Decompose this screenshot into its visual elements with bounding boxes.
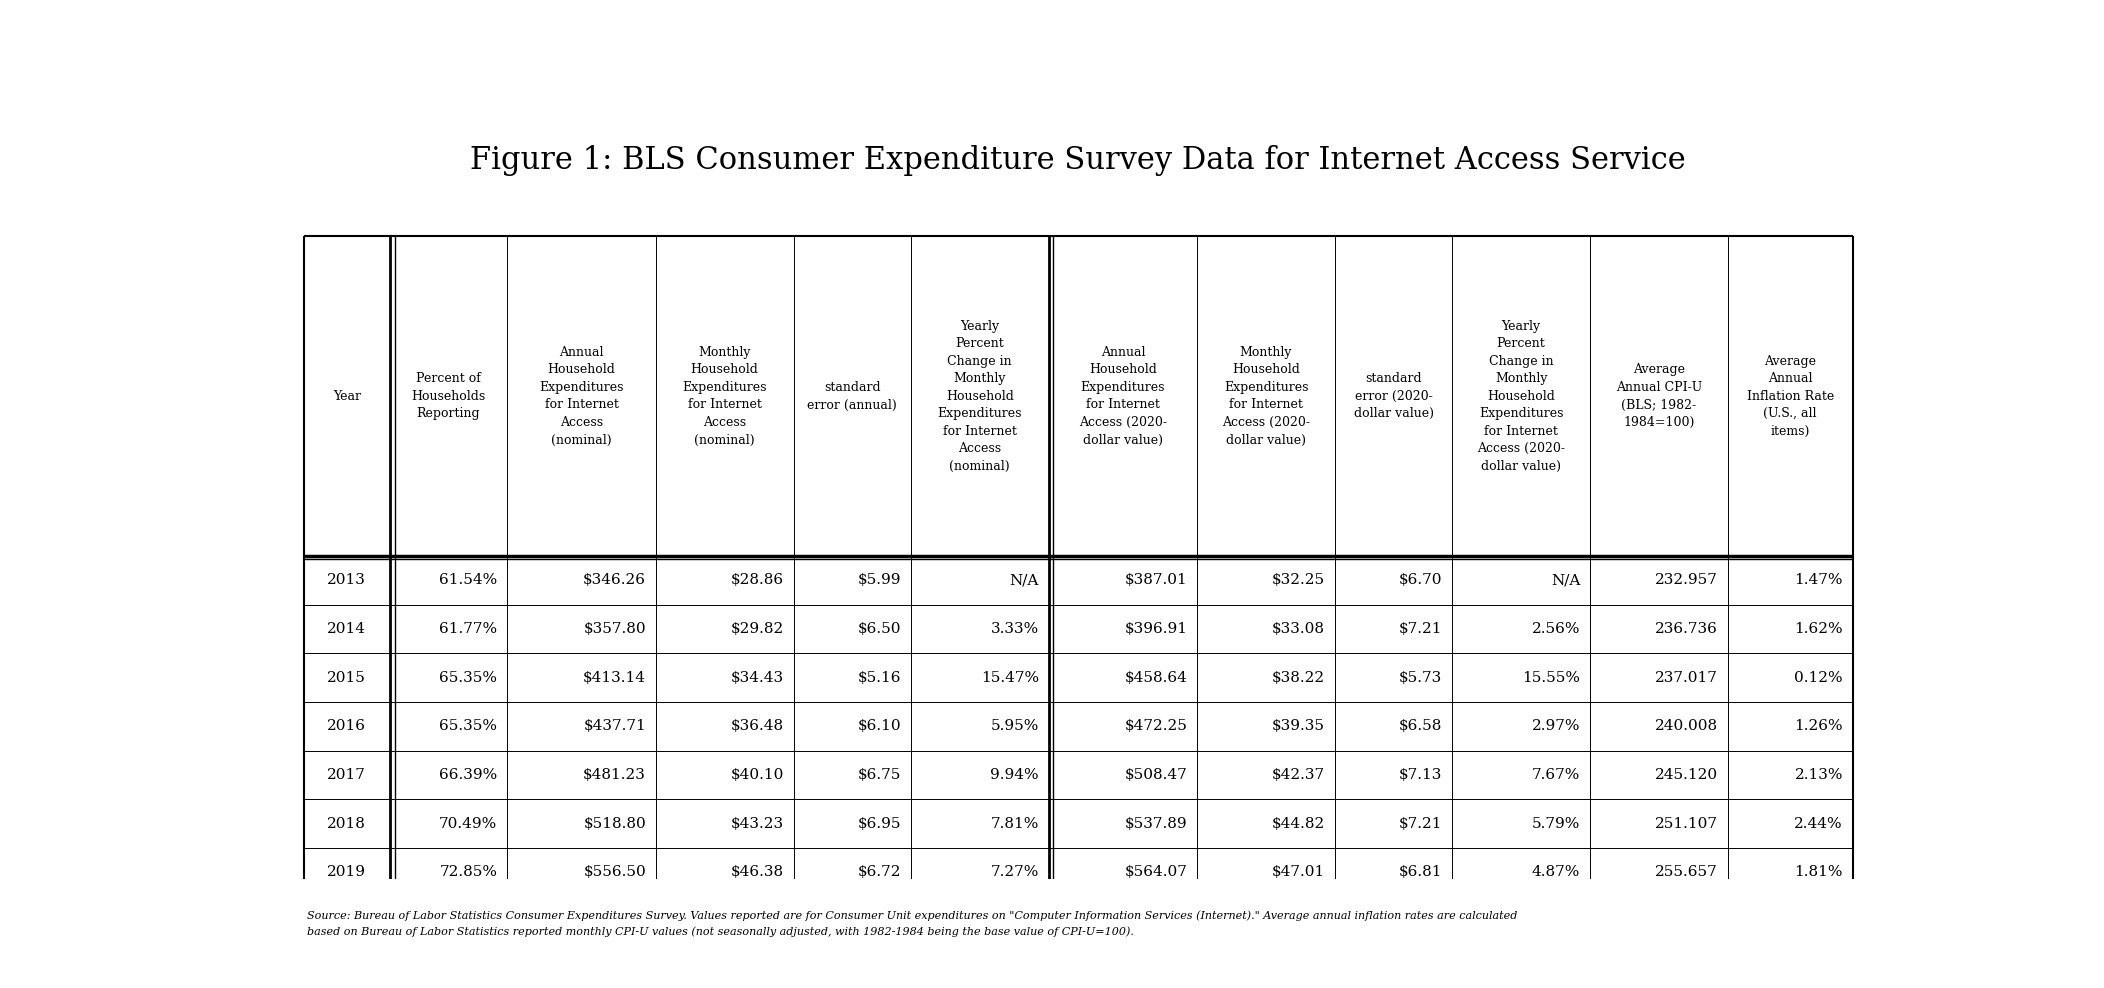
Text: Annual
Household
Expenditures
for Internet
Access (2020-
dollar value): Annual Household Expenditures for Intern…: [1079, 346, 1168, 447]
Text: 4.87%: 4.87%: [1532, 865, 1580, 879]
Text: $6.75: $6.75: [858, 768, 901, 782]
Text: $6.70: $6.70: [1399, 573, 1443, 587]
Text: $6.50: $6.50: [858, 622, 901, 636]
Text: $33.08: $33.08: [1273, 622, 1326, 636]
Text: 240.008: 240.008: [1654, 719, 1717, 733]
Text: $6.58: $6.58: [1399, 719, 1443, 733]
Text: N/A: N/A: [1010, 573, 1039, 587]
Text: $346.26: $346.26: [583, 573, 646, 587]
Text: Annual
Household
Expenditures
for Internet
Access
(nominal): Annual Household Expenditures for Intern…: [539, 346, 623, 447]
Text: 72.85%: 72.85%: [440, 865, 497, 879]
Text: 2018: 2018: [328, 817, 366, 831]
Text: Figure 1: BLS Consumer Expenditure Survey Data for Internet Access Service: Figure 1: BLS Consumer Expenditure Surve…: [471, 145, 1685, 176]
Text: 70.49%: 70.49%: [440, 817, 497, 831]
Text: 245.120: 245.120: [1654, 768, 1717, 782]
Text: 5.95%: 5.95%: [991, 719, 1039, 733]
Text: $7.13: $7.13: [1399, 768, 1443, 782]
Text: standard
error (2020-
dollar value): standard error (2020- dollar value): [1353, 372, 1433, 420]
Text: Year: Year: [332, 389, 360, 403]
Text: $481.23: $481.23: [583, 768, 646, 782]
Text: standard
error (annual): standard error (annual): [808, 381, 896, 411]
Text: 1.47%: 1.47%: [1795, 573, 1843, 587]
Text: $36.48: $36.48: [730, 719, 783, 733]
Text: $34.43: $34.43: [730, 671, 783, 685]
Text: $38.22: $38.22: [1273, 671, 1326, 685]
Text: 7.27%: 7.27%: [991, 865, 1039, 879]
Text: Percent of
Households
Reporting: Percent of Households Reporting: [412, 372, 486, 420]
Text: 232.957: 232.957: [1656, 573, 1717, 587]
Text: $46.38: $46.38: [730, 865, 783, 879]
Text: 251.107: 251.107: [1656, 817, 1717, 831]
Text: $7.21: $7.21: [1399, 817, 1443, 831]
Text: $437.71: $437.71: [583, 719, 646, 733]
Text: Source: Bureau of Labor Statistics Consumer Expenditures Survey. Values reported: Source: Bureau of Labor Statistics Consu…: [307, 911, 1517, 937]
Text: $39.35: $39.35: [1273, 719, 1326, 733]
Text: $7.21: $7.21: [1399, 622, 1443, 636]
Text: $472.25: $472.25: [1124, 719, 1187, 733]
Text: $6.81: $6.81: [1399, 865, 1443, 879]
Text: $5.99: $5.99: [858, 573, 901, 587]
Text: $508.47: $508.47: [1126, 768, 1187, 782]
Text: 237.017: 237.017: [1656, 671, 1717, 685]
Text: $28.86: $28.86: [730, 573, 783, 587]
Text: 5.79%: 5.79%: [1532, 817, 1580, 831]
Text: Yearly
Percent
Change in
Monthly
Household
Expenditures
for Internet
Access (202: Yearly Percent Change in Monthly Househo…: [1477, 320, 1565, 472]
Text: 1.26%: 1.26%: [1795, 719, 1843, 733]
Text: 2017: 2017: [328, 768, 366, 782]
Text: $556.50: $556.50: [583, 865, 646, 879]
Text: $5.73: $5.73: [1399, 671, 1443, 685]
Text: Yearly
Percent
Change in
Monthly
Household
Expenditures
for Internet
Access
(nom: Yearly Percent Change in Monthly Househo…: [938, 320, 1023, 472]
Text: 2.13%: 2.13%: [1795, 768, 1843, 782]
Text: 7.81%: 7.81%: [991, 817, 1039, 831]
Text: $32.25: $32.25: [1273, 573, 1326, 587]
Text: 2015: 2015: [328, 671, 366, 685]
Text: 2014: 2014: [328, 622, 366, 636]
Text: $42.37: $42.37: [1273, 768, 1326, 782]
Text: 255.657: 255.657: [1656, 865, 1717, 879]
Text: 65.35%: 65.35%: [440, 671, 497, 685]
Text: 2013: 2013: [328, 573, 366, 587]
Text: 65.35%: 65.35%: [440, 719, 497, 733]
Text: Average
Annual
Inflation Rate
(U.S., all
items): Average Annual Inflation Rate (U.S., all…: [1746, 355, 1835, 438]
Text: N/A: N/A: [1551, 573, 1580, 587]
Text: 3.33%: 3.33%: [991, 622, 1039, 636]
Text: $537.89: $537.89: [1126, 817, 1187, 831]
Text: Monthly
Household
Expenditures
for Internet
Access
(nominal): Monthly Household Expenditures for Inter…: [682, 346, 768, 447]
Text: 0.12%: 0.12%: [1795, 671, 1843, 685]
Text: $40.10: $40.10: [730, 768, 783, 782]
Text: $6.72: $6.72: [858, 865, 901, 879]
Text: $387.01: $387.01: [1126, 573, 1187, 587]
Text: 2.97%: 2.97%: [1532, 719, 1580, 733]
Text: $43.23: $43.23: [730, 817, 783, 831]
Text: $47.01: $47.01: [1273, 865, 1326, 879]
Text: $357.80: $357.80: [583, 622, 646, 636]
Text: 61.77%: 61.77%: [440, 622, 497, 636]
Text: $413.14: $413.14: [583, 671, 646, 685]
Text: 1.62%: 1.62%: [1795, 622, 1843, 636]
Text: 2019: 2019: [328, 865, 366, 879]
Text: 66.39%: 66.39%: [440, 768, 497, 782]
Text: $396.91: $396.91: [1124, 622, 1187, 636]
Text: 7.67%: 7.67%: [1532, 768, 1580, 782]
Text: $6.95: $6.95: [858, 817, 901, 831]
Text: $5.16: $5.16: [858, 671, 901, 685]
Text: 2.44%: 2.44%: [1795, 817, 1843, 831]
Text: $564.07: $564.07: [1124, 865, 1187, 879]
Text: $29.82: $29.82: [730, 622, 783, 636]
Text: $458.64: $458.64: [1124, 671, 1187, 685]
Text: 61.54%: 61.54%: [440, 573, 497, 587]
Text: Monthly
Household
Expenditures
for Internet
Access (2020-
dollar value): Monthly Household Expenditures for Inter…: [1222, 346, 1311, 447]
Text: 15.47%: 15.47%: [980, 671, 1039, 685]
Text: 15.55%: 15.55%: [1521, 671, 1580, 685]
Text: 9.94%: 9.94%: [991, 768, 1039, 782]
Text: Average
Annual CPI-U
(BLS; 1982-
1984=100): Average Annual CPI-U (BLS; 1982- 1984=10…: [1616, 364, 1702, 429]
Text: 2.56%: 2.56%: [1532, 622, 1580, 636]
Text: 1.81%: 1.81%: [1795, 865, 1843, 879]
Text: $6.10: $6.10: [858, 719, 901, 733]
Text: 2016: 2016: [328, 719, 366, 733]
Text: $44.82: $44.82: [1273, 817, 1326, 831]
Text: $518.80: $518.80: [583, 817, 646, 831]
Text: 236.736: 236.736: [1656, 622, 1717, 636]
